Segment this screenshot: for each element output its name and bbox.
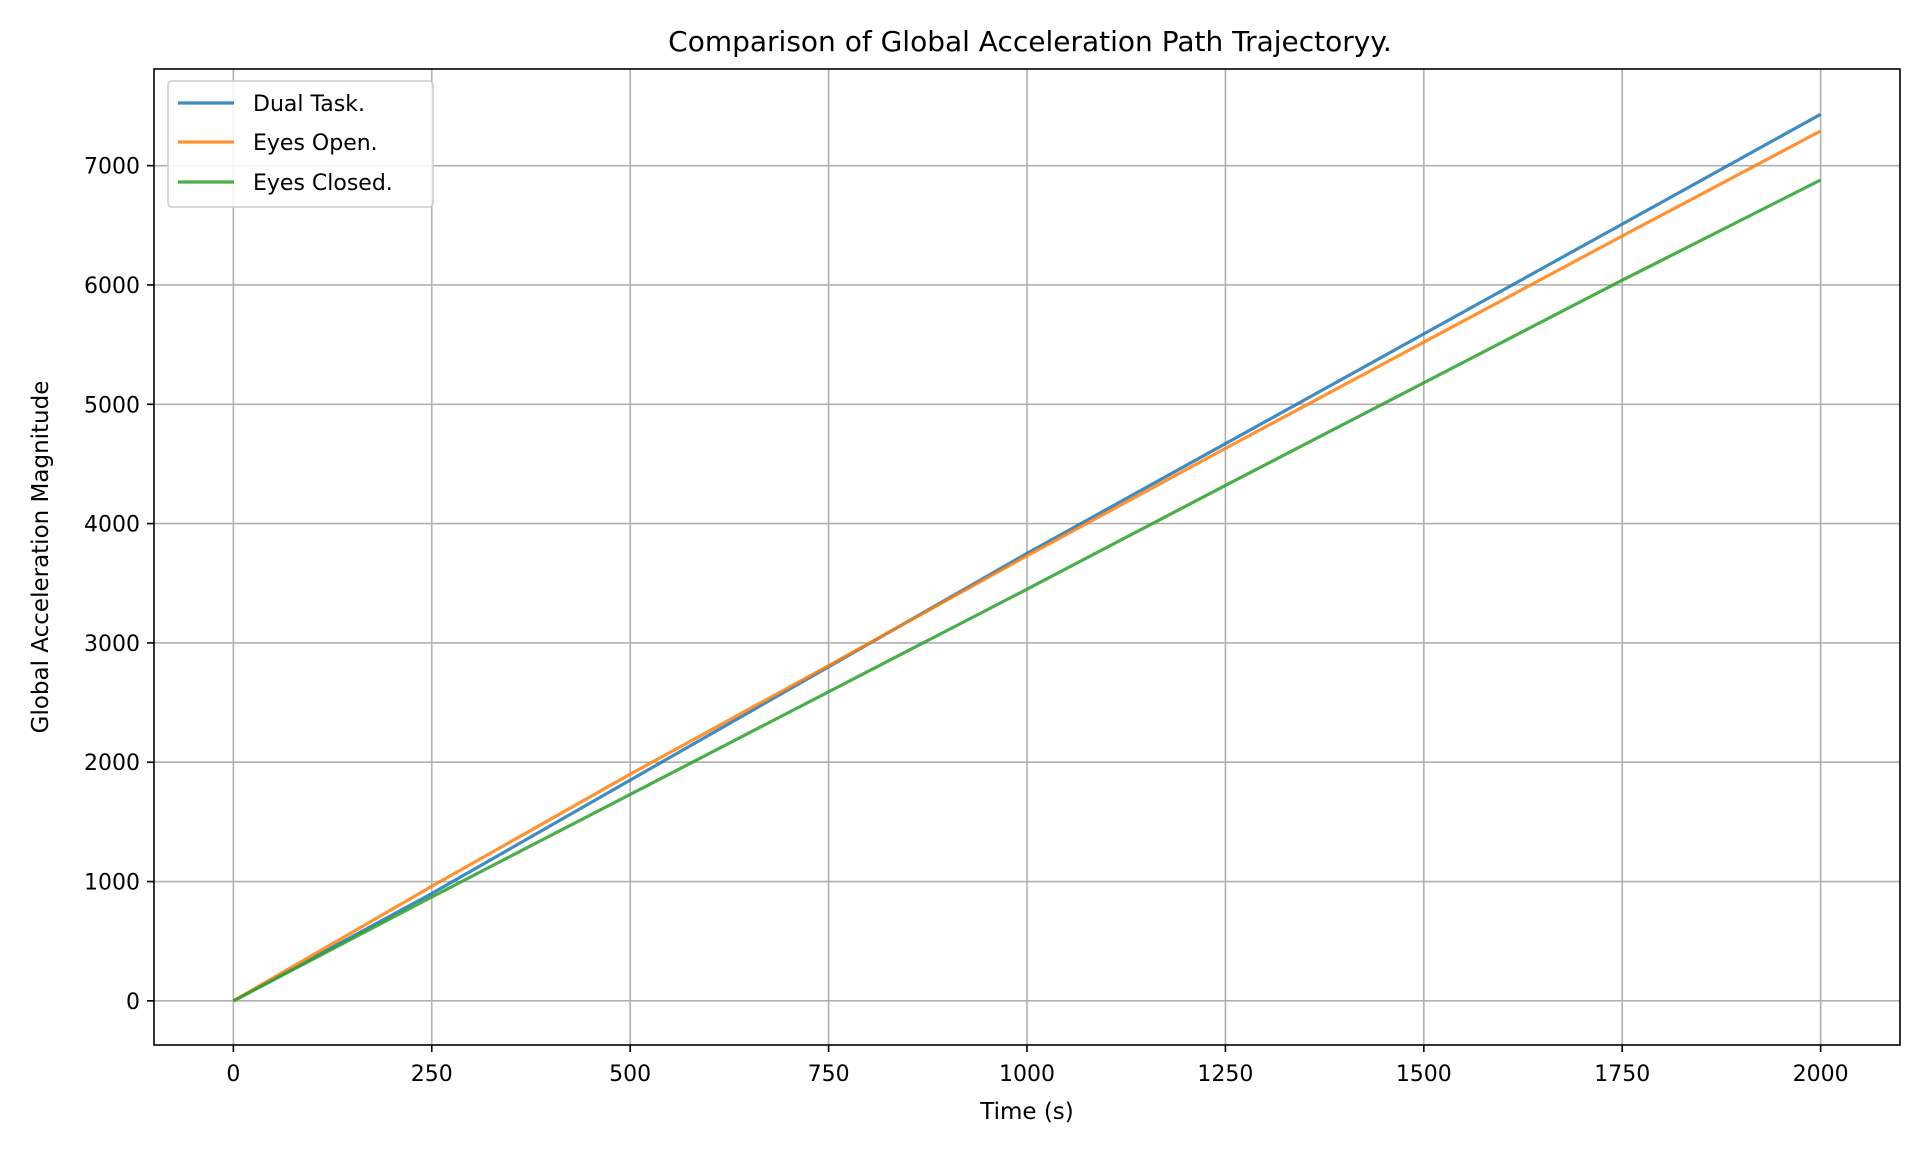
chart-title: Comparison of Global Acceleration Path T… [668, 25, 1392, 58]
series-line-eyes-closed [232, 178, 1822, 1003]
y-tick-label: 5000 [84, 393, 140, 418]
y-tick-label: 1000 [84, 871, 140, 896]
x-tick-label: 2000 [1793, 1062, 1849, 1087]
y-tick-label: 6000 [84, 274, 140, 299]
series-line-dual-task [232, 112, 1822, 1003]
x-tick-label: 750 [808, 1062, 850, 1087]
y-tick-label: 0 [126, 990, 140, 1015]
y-tick-label: 2000 [84, 751, 140, 776]
x-tick-label: 500 [609, 1062, 651, 1087]
y-tick-label: 4000 [84, 513, 140, 538]
x-tick-label: 1500 [1396, 1062, 1452, 1087]
x-axis-label: Time (s) [979, 1099, 1074, 1125]
x-tick-label: 0 [226, 1062, 240, 1087]
y-tick-label: 7000 [84, 155, 140, 180]
x-tick-label: 1250 [1197, 1062, 1253, 1087]
x-tick-label: 1750 [1594, 1062, 1650, 1087]
series-line-eyes-open [232, 129, 1822, 1003]
legend-label-dual-task: Dual Task. [253, 92, 365, 117]
y-tick-label: 3000 [84, 632, 140, 657]
legend: Dual Task. Eyes Open. Eyes Closed. [167, 80, 434, 208]
x-tick-label: 250 [411, 1062, 453, 1087]
series-lines [232, 112, 1822, 1003]
y-axis-label: Global Acceleration Magnitude [28, 381, 54, 734]
legend-label-eyes-closed: Eyes Closed. [253, 171, 393, 196]
grid [154, 69, 1900, 1045]
legend-label-eyes-open: Eyes Open. [253, 131, 378, 156]
axis-ticks: 0 250 500 750 1000 1250 1500 1750 2000 0 1000 2000 3… [84, 155, 1849, 1087]
legend-box [167, 80, 434, 208]
x-tick-label: 1000 [999, 1062, 1055, 1087]
